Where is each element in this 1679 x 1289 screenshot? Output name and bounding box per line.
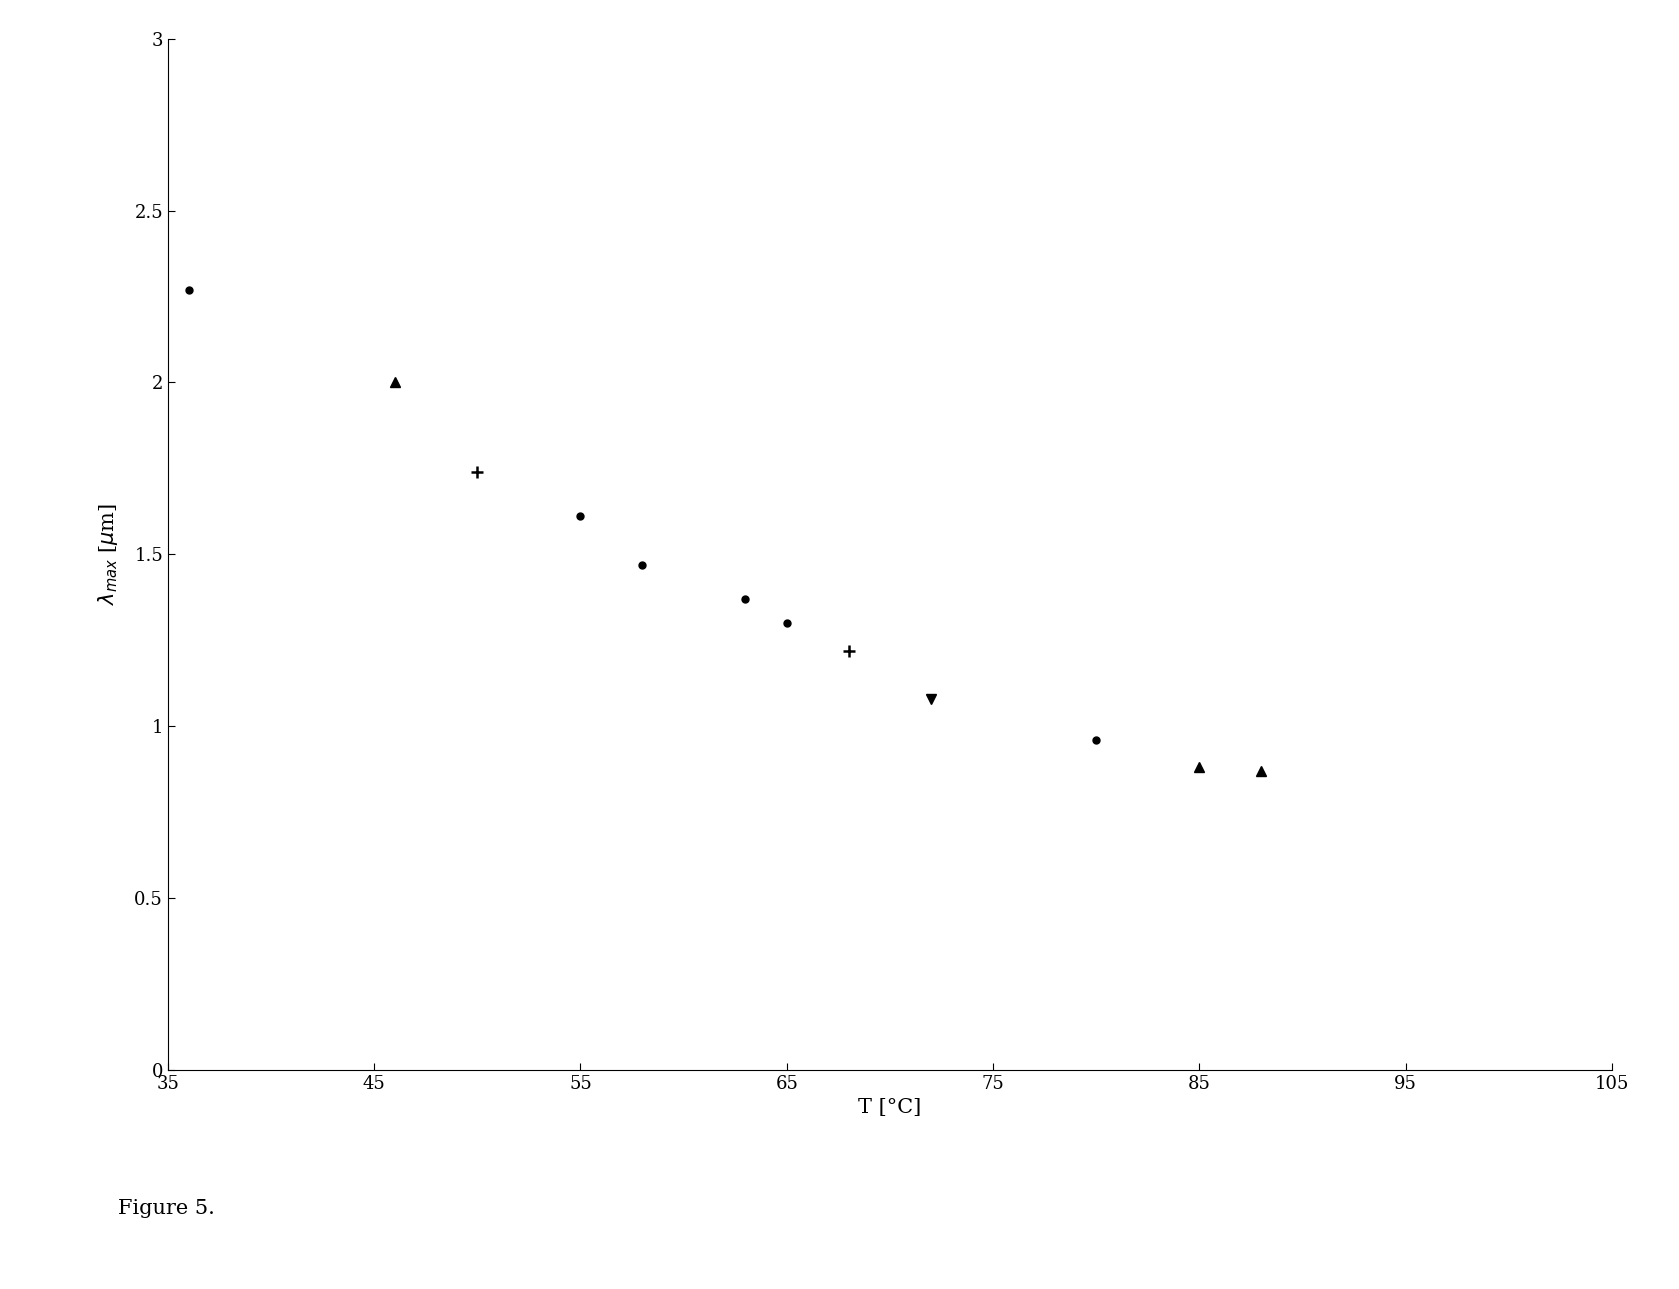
- X-axis label: T [°C]: T [°C]: [858, 1098, 922, 1118]
- Text: Figure 5.: Figure 5.: [118, 1199, 215, 1218]
- Y-axis label: $\lambda_{max}$ [$\mu$m]: $\lambda_{max}$ [$\mu$m]: [96, 503, 121, 606]
